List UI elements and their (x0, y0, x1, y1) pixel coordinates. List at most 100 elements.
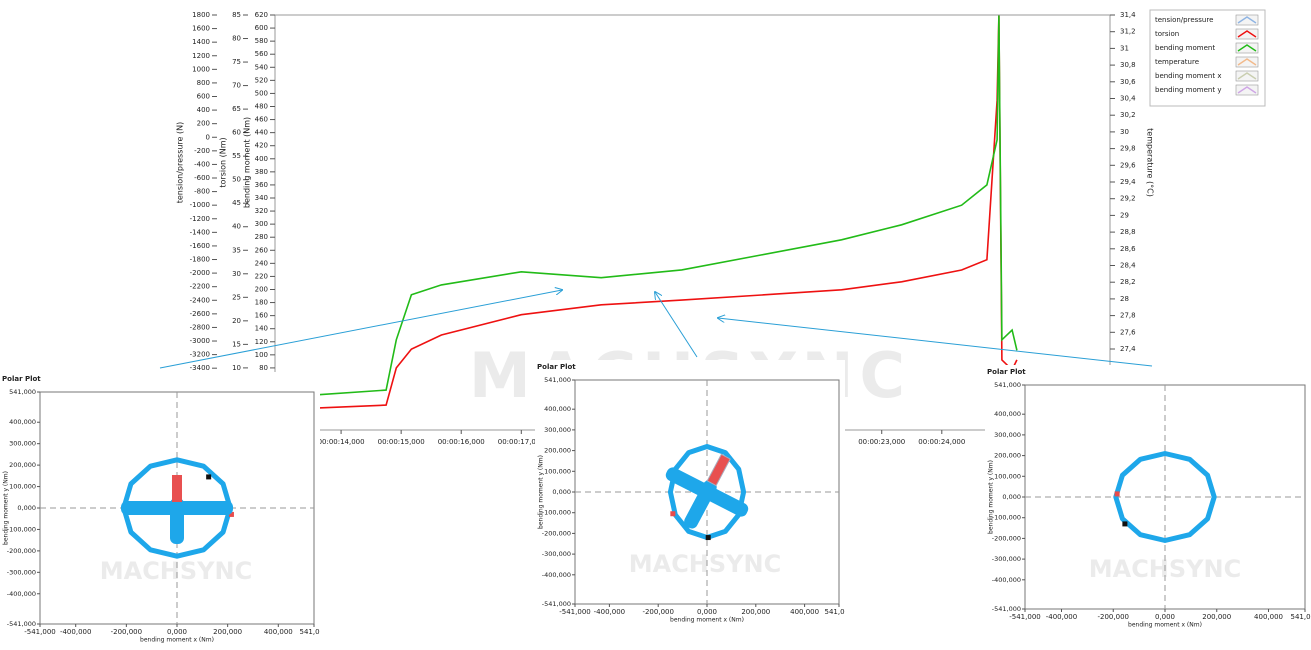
y-tick-label: 28 (1120, 295, 1129, 303)
y-tick-label: 60 (232, 129, 241, 137)
x-tick-label: 200,000 (741, 608, 770, 616)
y-tick-label: -1000 (190, 201, 210, 209)
y-tick-label: 360 (255, 181, 268, 189)
y-tick-label: 480 (255, 102, 268, 110)
x-tick-label: 541,000 (1291, 613, 1311, 621)
y-tick-label: 1200 (192, 52, 210, 60)
y-tick-label: 300,000 (544, 426, 571, 434)
legend-swatch (1235, 56, 1259, 68)
y-tick-label: 300,000 (994, 431, 1021, 439)
y-tick-label: -2000 (190, 269, 210, 277)
y-tick-label: -3000 (190, 337, 210, 345)
x-tick-label: -200,000 (642, 608, 673, 616)
y-tick-label: -400,000 (542, 571, 571, 579)
y-tick-label: 29 (1120, 211, 1129, 219)
y-tick-label: -100,000 (7, 525, 36, 533)
x-tick-label: -400,000 (1046, 613, 1077, 621)
x-tick-label: 0,000 (697, 608, 717, 616)
watermark: MACHSYNC (629, 550, 782, 578)
x-tick-label: 400,000 (1254, 613, 1283, 621)
y-tick-label: -300,000 (542, 550, 571, 558)
legend-label: tension/pressure (1155, 16, 1213, 24)
y-tick-label: 400 (255, 155, 268, 163)
x-tick-label: 541,000 (825, 608, 845, 616)
y-tick-label: -200,000 (992, 534, 1021, 542)
y-tick-label: 100 (255, 351, 268, 359)
x-tick-label: 541,000 (300, 628, 320, 636)
x-axis-title: bending moment x (Nm) (670, 617, 744, 624)
y-tick-label: -2600 (190, 310, 210, 318)
y-tick-label: 300,000 (9, 440, 36, 448)
y-tick-label: 28,6 (1120, 245, 1136, 253)
x-tick-label: 0,000 (167, 628, 187, 636)
y-tick-label: 380 (255, 168, 268, 176)
legend-swatch (1235, 84, 1259, 96)
polar-plot: MACHSYNC Polar Plot -541,000 -400,000 -200,… (0, 372, 320, 650)
polar-marker (1114, 491, 1120, 497)
polar-marker (206, 474, 212, 480)
y-tick-label: 100,000 (544, 467, 571, 475)
y-tick-label: 31 (1120, 44, 1129, 52)
y-tick-label: -541,000 (542, 600, 571, 608)
y-tick-label: 29,6 (1120, 161, 1136, 169)
y-tick-label: 440 (255, 129, 268, 137)
x-tick-label: 0,000 (1155, 613, 1175, 621)
y-tick-label: -1400 (190, 228, 210, 236)
legend-label: bending moment y (1155, 86, 1221, 94)
y-tick-label: 1600 (192, 25, 210, 33)
y-tick-label: 0 (206, 133, 210, 141)
y-tick-label: -1600 (190, 242, 210, 250)
y-axis-title: tension/pressure (N) (176, 122, 185, 204)
cross-bar (684, 480, 717, 529)
y-tick-label: 31,2 (1120, 28, 1136, 36)
polar-ring (667, 444, 747, 540)
legend-swatch-line (1237, 58, 1257, 66)
y-tick-label: -1800 (190, 256, 210, 264)
y-axis-title: temperature (°C) (1146, 128, 1155, 197)
y-tick-label: 80 (232, 35, 241, 43)
y-tick-label: 1000 (192, 65, 210, 73)
y-tick-label: 20 (232, 317, 241, 325)
legend-swatch (1235, 14, 1259, 26)
y-tick-label: 560 (255, 50, 268, 58)
y-tick-label: 280 (255, 233, 268, 241)
x-tick-label: 400,000 (264, 628, 293, 636)
x-tick-label: 00:00:24,000 (918, 438, 965, 446)
y-tick-label: 600 (197, 93, 210, 101)
polar-marker (1122, 521, 1128, 527)
y-tick-label: 10 (232, 364, 241, 372)
legend-label: torsion (1155, 30, 1179, 38)
y-tick-label: 1400 (192, 38, 210, 46)
y-tick-label: 29,4 (1120, 178, 1136, 186)
legend-swatch-line (1237, 86, 1257, 94)
y-tick-label: -541,000 (992, 605, 1021, 613)
y-tick-label: 80 (259, 364, 268, 372)
polar-marker (705, 535, 711, 541)
y-tick-label: 15 (232, 340, 241, 348)
y-tick-label: 260 (255, 246, 268, 254)
y-tick-label: 300 (255, 220, 268, 228)
y-tick-label: 200 (255, 285, 268, 293)
y-tick-label: 30 (1120, 128, 1129, 136)
cross-bar (170, 498, 184, 544)
y-tick-label: 240 (255, 259, 268, 267)
legend-swatch-line (1237, 16, 1257, 24)
x-tick-label: 200,000 (213, 628, 242, 636)
y-tick-label: -100,000 (992, 514, 1021, 522)
legend-label: bending moment x (1155, 72, 1221, 80)
y-tick-label: 100,000 (9, 483, 36, 491)
x-tick-label: 00:00:16,000 (438, 438, 485, 446)
legend-swatch-line (1237, 44, 1257, 52)
y-tick-label: 500 (255, 89, 268, 97)
y-tick-label: -100,000 (542, 509, 571, 517)
y-tick-label: 420 (255, 142, 268, 150)
background (535, 360, 845, 630)
plot-title: Polar Plot (2, 375, 41, 383)
y-tick-label: 540 (255, 63, 268, 71)
y-axis-title: torsion (Nm) (219, 137, 228, 187)
y-tick-label: -200,000 (542, 529, 571, 537)
y-tick-label: 0,000 (17, 504, 36, 512)
y-tick-label: -2800 (190, 323, 210, 331)
y-axis-title: bending moment (Nm) (243, 117, 252, 208)
